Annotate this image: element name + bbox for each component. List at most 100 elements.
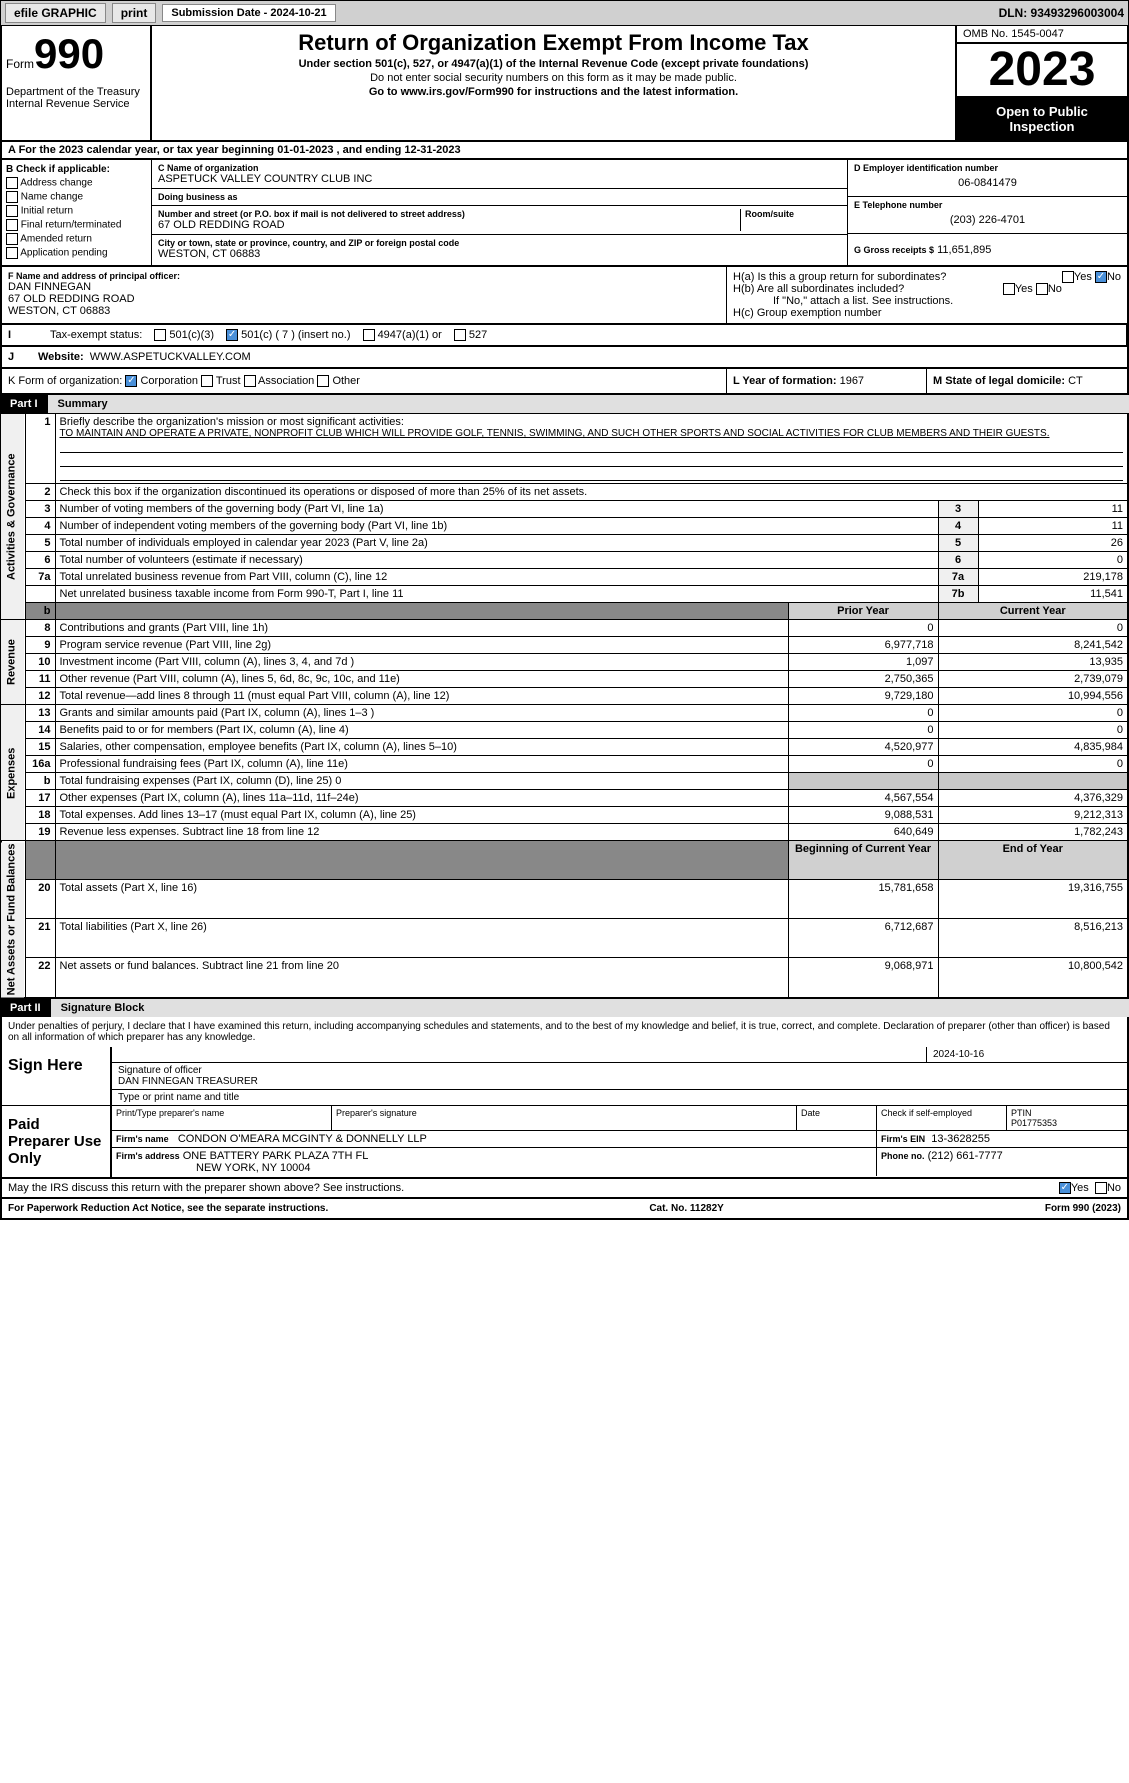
line-6-val: 0 [978,552,1128,569]
cb-initial-return[interactable]: Initial return [6,205,147,217]
side-rev: Revenue [1,620,25,705]
city-label: City or town, state or province, country… [158,238,841,248]
tax-status-row: ITax-exempt status: 501(c)(3) 501(c) ( 7… [0,325,1129,347]
cb-assoc[interactable]: Association [244,375,315,387]
page-footer: For Paperwork Reduction Act Notice, see … [0,1199,1129,1220]
cb-name-change[interactable]: Name change [6,191,147,203]
side-ag: Activities & Governance [1,414,25,620]
form-header: Form 990 Department of the Treasury Inte… [0,26,1129,142]
gross-receipts: 11,651,895 [937,244,991,256]
cb-trust[interactable]: Trust [201,375,241,387]
part-1-num: Part I [0,395,48,413]
cb-corp[interactable]: Corporation [125,375,198,387]
calendar-year: A For the 2023 calendar year, or tax yea… [0,142,1129,160]
website-label: Website: [38,351,84,363]
cb-final-return[interactable]: Final return/terminated [6,219,147,231]
line-7a-desc: Total unrelated business revenue from Pa… [55,569,938,586]
cb-501c[interactable]: 501(c) ( 7 ) (insert no.) [226,329,350,341]
cb-other[interactable]: Other [317,375,360,387]
line-16a-desc: Professional fundraising fees (Part IX, … [55,756,788,773]
prep-name-label: Print/Type preparer's name [112,1106,332,1130]
line-12-desc: Total revenue—add lines 8 through 11 (mu… [55,688,788,705]
mission-text: TO MAINTAIN AND OPERATE A PRIVATE, NONPR… [60,428,1124,439]
cb-527[interactable]: 527 [454,329,487,341]
paperwork-notice: For Paperwork Reduction Act Notice, see … [8,1203,328,1214]
firm-addr-2: NEW YORK, NY 10004 [116,1162,311,1174]
line-5-desc: Total number of individuals employed in … [55,535,938,552]
discuss-no[interactable] [1095,1182,1107,1194]
org-name-label: C Name of organization [158,163,841,173]
ptin: P01775353 [1011,1118,1123,1128]
efile-header: efile GRAPHIC print Submission Date - 20… [0,0,1129,26]
line-7b-desc: Net unrelated business taxable income fr… [55,586,938,603]
officer-name-title: DAN FINNEGAN TREASURER [118,1076,1121,1087]
officer-section: F Name and address of principal officer:… [0,267,1129,325]
firm-name-label: Firm's name [116,1134,169,1144]
mission-label: Briefly describe the organization's miss… [60,416,1124,428]
line-4-val: 11 [978,518,1128,535]
signature-block: Sign Here 2024-10-16 Signature of office… [0,1047,1129,1179]
line-7b-val: 11,541 [978,586,1128,603]
street-address: 67 OLD REDDING ROAD [158,219,736,231]
part-1-header: Part I Summary [0,395,1129,413]
website-url[interactable]: WWW.ASPETUCKVALLEY.COM [90,351,251,363]
line-3-val: 11 [978,501,1128,518]
hdr-prior: Prior Year [788,603,938,620]
cb-app-pending[interactable]: Application pending [6,247,147,259]
addr-label: Number and street (or P.O. box if mail i… [158,209,736,219]
line-8-c: 0 [938,620,1128,637]
line-5-val: 26 [978,535,1128,552]
h-a: H(a) Is this a group return for subordin… [733,271,1121,283]
part-2-header: Part II Signature Block [0,999,1129,1017]
line-18-desc: Total expenses. Add lines 13–17 (must eq… [55,807,788,824]
officer-addr: 67 OLD REDDING ROAD [8,293,720,305]
print-button[interactable]: print [112,3,157,23]
goto-link[interactable]: Go to www.irs.gov/Form990 for instructio… [156,86,951,98]
form-subtitle-2: Do not enter social security numbers on … [156,72,951,84]
part-2-num: Part II [0,999,51,1017]
h-c: H(c) Group exemption number [733,307,1121,319]
line-2: Check this box if the organization disco… [55,484,1128,501]
omb-number: OMB No. 1545-0047 [957,26,1127,44]
org-name: ASPETUCK VALLEY COUNTRY CLUB INC [158,173,841,185]
phone-label: E Telephone number [854,200,1121,210]
side-na: Net Assets or Fund Balances [1,841,25,998]
form-label: Form [6,57,34,71]
summary-table: Activities & Governance 1 Briefly descri… [0,413,1129,999]
line-21-desc: Total liabilities (Part X, line 26) [55,919,788,958]
self-emp-label: Check if self-employed [877,1106,1007,1130]
sign-date: 2024-10-16 [927,1047,1127,1063]
line-num: 1 [25,414,55,484]
line-8-desc: Contributions and grants (Part VIII, lin… [55,620,788,637]
line-8-p: 0 [788,620,938,637]
h-b: H(b) Are all subordinates included? Yes … [733,283,1121,295]
discuss-text: May the IRS discuss this return with the… [8,1182,404,1194]
info-section: B Check if applicable: Address change Na… [0,160,1129,267]
sig-officer-label: Signature of officer [118,1065,1121,1076]
line-16b-desc: Total fundraising expenses (Part IX, col… [55,773,788,790]
ptin-label: PTIN [1011,1108,1123,1118]
box-k-label: K Form of organization: [8,375,122,387]
cb-address-change[interactable]: Address change [6,177,147,189]
line-3-desc: Number of voting members of the governin… [55,501,938,518]
discuss-row: May the IRS discuss this return with the… [0,1179,1129,1199]
phone: (203) 226-4701 [854,210,1121,230]
dln: DLN: 93493296003004 [999,6,1124,20]
gross-label: G Gross receipts $ [854,245,934,255]
hdr-current: Current Year [938,603,1128,620]
ein: 06-0841479 [854,173,1121,193]
discuss-yes[interactable] [1059,1182,1071,1194]
cb-4947[interactable]: 4947(a)(1) or [363,329,442,341]
officer-city: WESTON, CT 06883 [8,305,720,317]
paid-preparer-label: Paid Preparer Use Only [2,1106,112,1177]
prep-sig-label: Preparer's signature [332,1106,797,1130]
cb-501c3[interactable]: 501(c)(3) [154,329,214,341]
cb-amended[interactable]: Amended return [6,233,147,245]
line-13-desc: Grants and similar amounts paid (Part IX… [55,705,788,722]
line-17-desc: Other expenses (Part IX, column (A), lin… [55,790,788,807]
line-10-desc: Investment income (Part VIII, column (A)… [55,654,788,671]
line-22-desc: Net assets or fund balances. Subtract li… [55,958,788,998]
state-domicile: CT [1068,375,1083,387]
perjury-text: Under penalties of perjury, I declare th… [0,1017,1129,1047]
form-title: Return of Organization Exempt From Incom… [156,30,951,56]
